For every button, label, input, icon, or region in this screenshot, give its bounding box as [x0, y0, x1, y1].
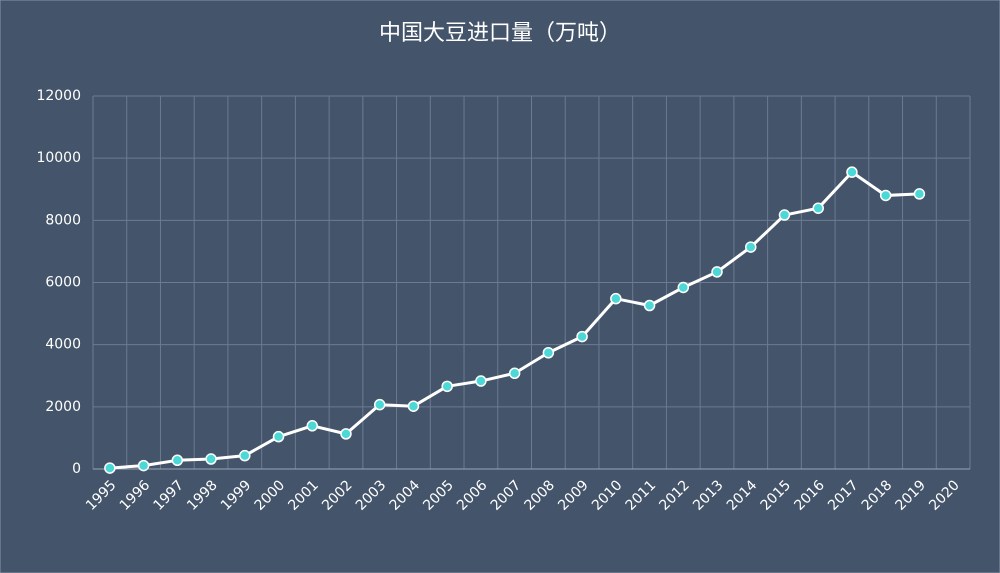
data-point — [643, 299, 656, 312]
data-point — [677, 281, 690, 294]
data-point — [373, 398, 386, 411]
data-point — [137, 459, 150, 472]
data-point — [711, 266, 723, 278]
y-tick-label: 6000 — [45, 275, 81, 291]
y-tick-label: 2000 — [45, 399, 81, 415]
data-point — [610, 292, 622, 305]
data-point — [171, 454, 184, 467]
y-tick-label: 12000 — [36, 88, 81, 104]
data-point — [407, 400, 420, 412]
data-point — [778, 209, 791, 221]
data-point — [475, 375, 487, 387]
y-tick-label: 0 — [72, 461, 81, 477]
y-tick-label: 4000 — [45, 337, 81, 353]
data-point — [879, 189, 892, 202]
data-point — [340, 428, 352, 440]
chart-title: 中国大豆进口量（万吨） — [379, 21, 621, 46]
data-point — [306, 420, 318, 432]
data-point — [846, 166, 858, 178]
data-point — [812, 202, 824, 214]
data-point — [441, 380, 453, 393]
data-point — [745, 241, 757, 253]
data-point — [576, 330, 588, 343]
data-point — [205, 453, 217, 465]
data-point — [542, 346, 555, 359]
data-point — [272, 430, 285, 443]
y-tick-label: 10000 — [36, 150, 81, 166]
data-point — [913, 188, 926, 200]
data-point — [239, 449, 251, 462]
data-point — [508, 367, 521, 380]
data-point — [104, 462, 116, 474]
y-tick-label: 8000 — [45, 212, 81, 228]
